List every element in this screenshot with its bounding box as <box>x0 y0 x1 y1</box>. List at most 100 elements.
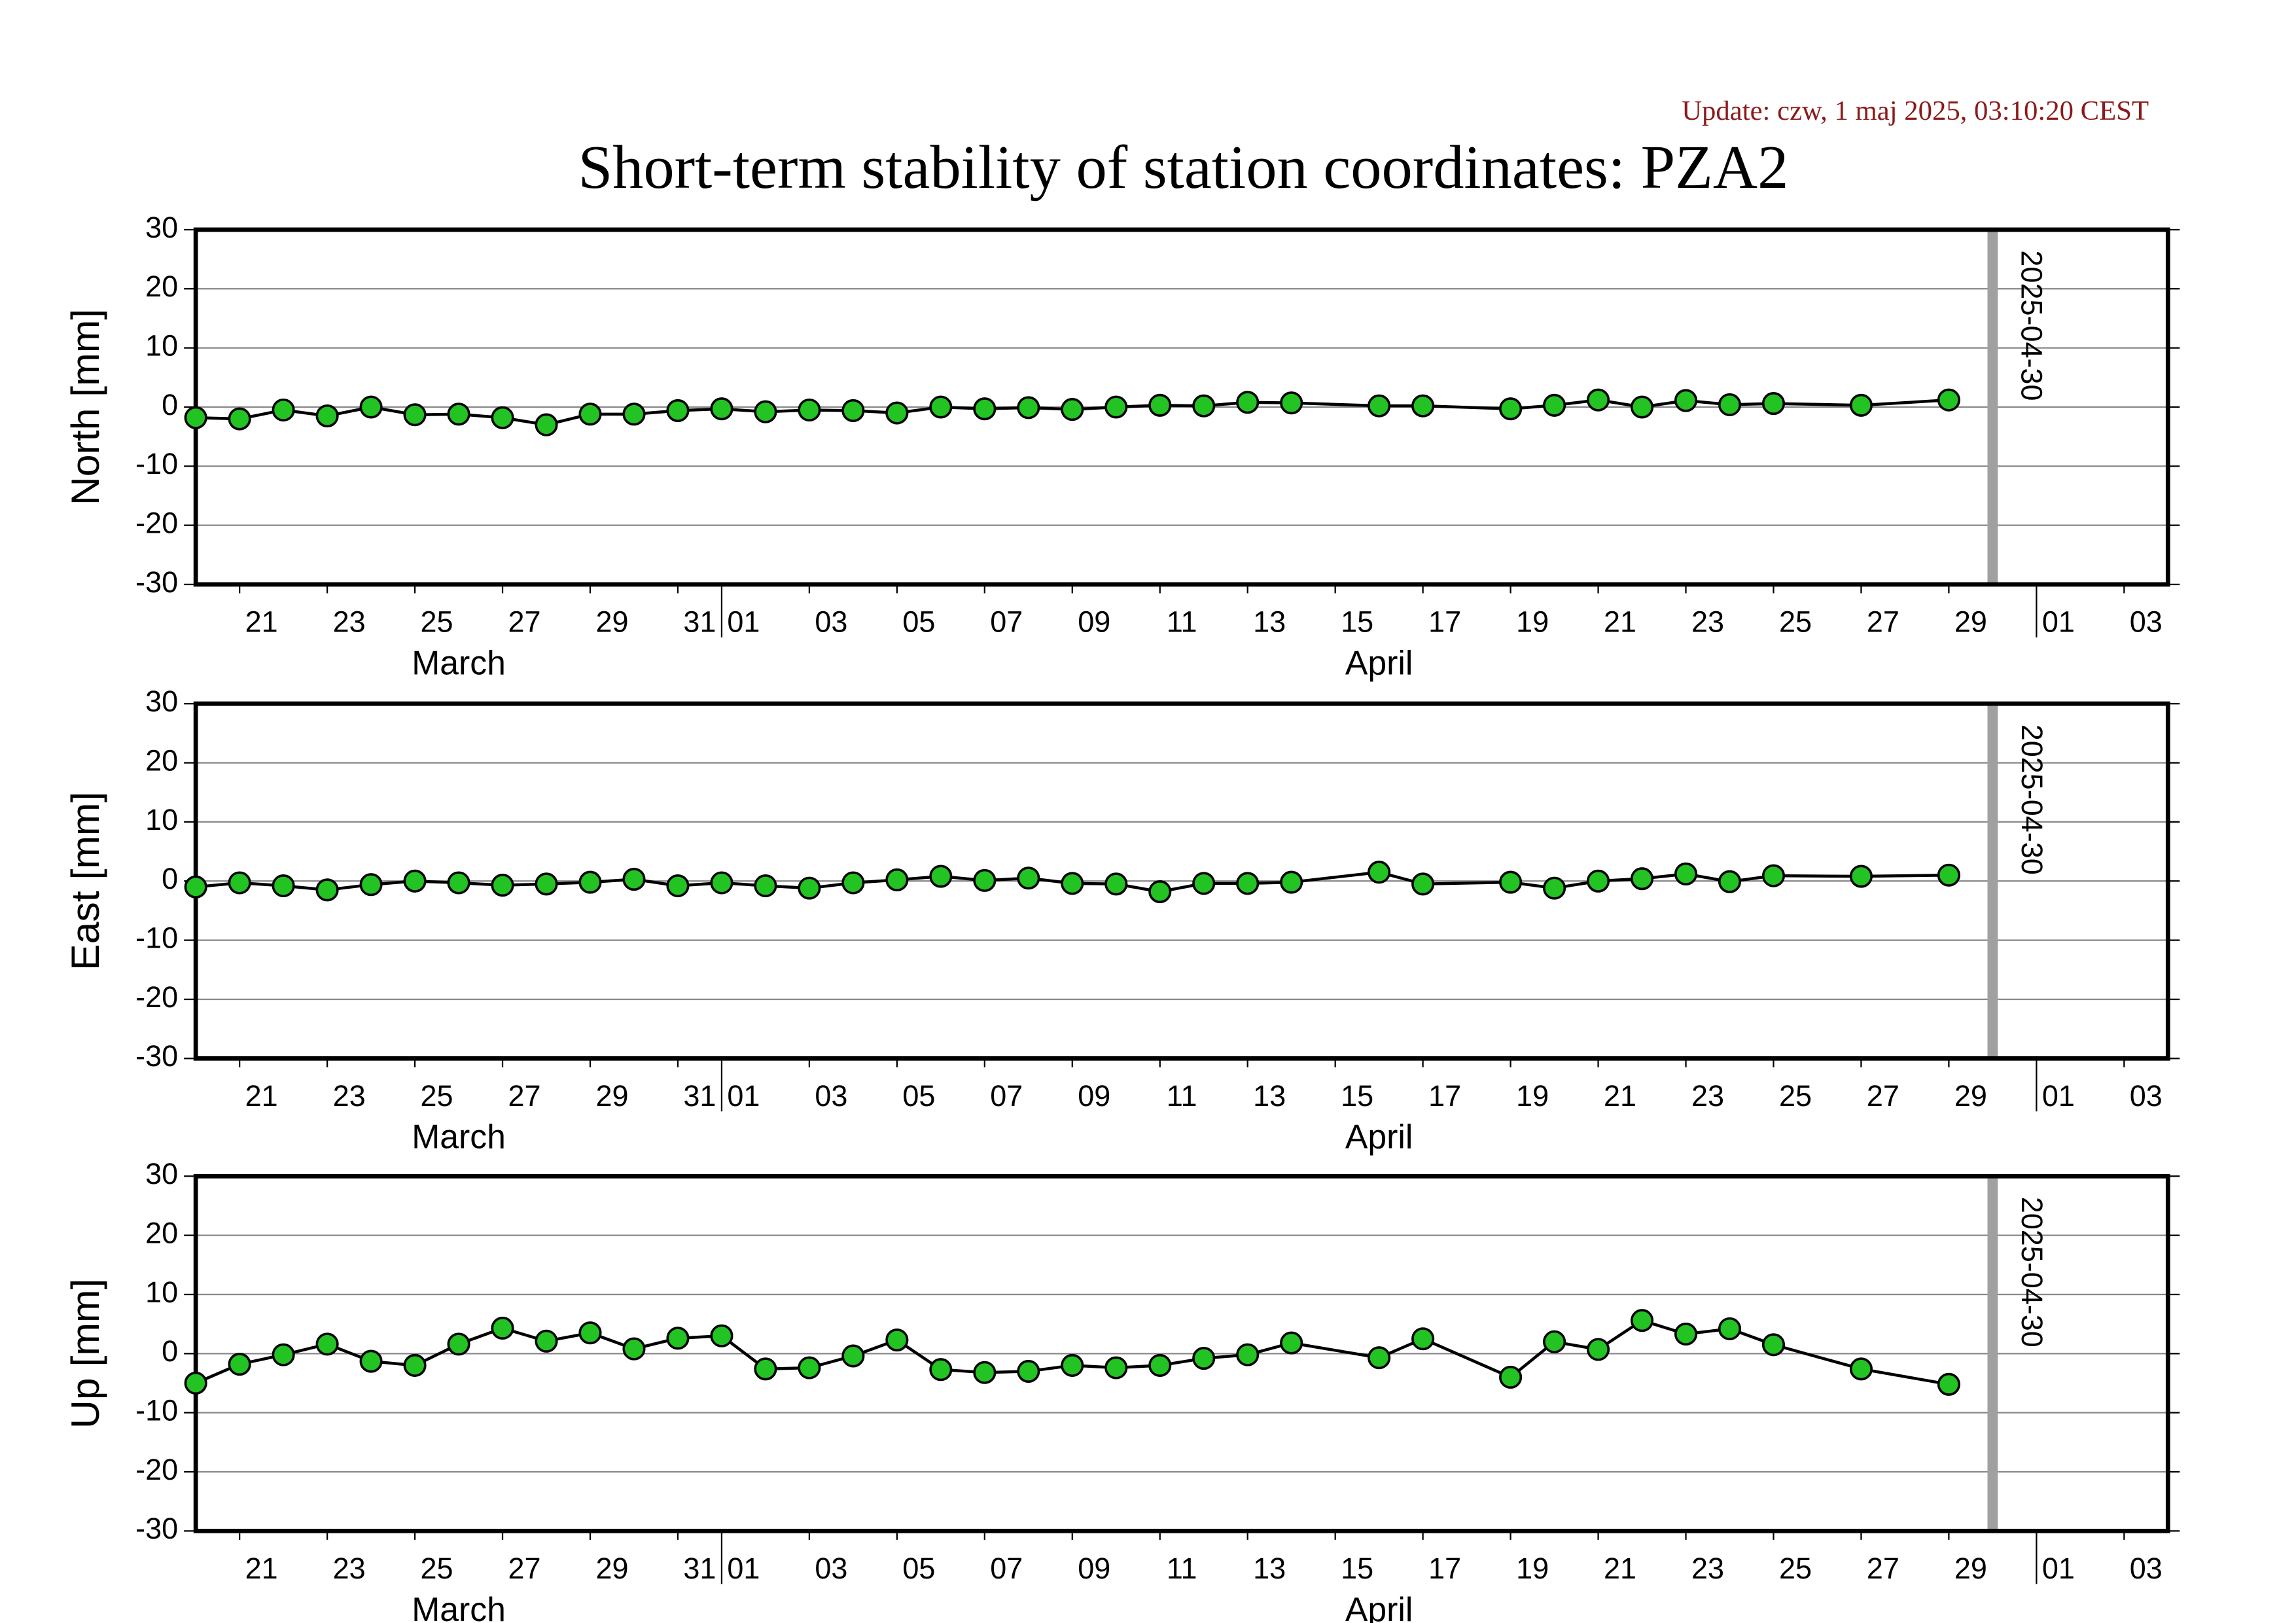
x-tick-label: 23 <box>1691 605 1724 639</box>
y-tick-label: 20 <box>145 1217 178 1250</box>
y-tick-label: 10 <box>145 803 178 836</box>
y-tick-label: -30 <box>135 565 178 599</box>
data-point <box>1674 862 1698 885</box>
x-tick-label: 15 <box>1341 605 1373 639</box>
x-tick-label: 27 <box>1867 1552 1899 1585</box>
data-point <box>1411 872 1435 896</box>
data-point <box>1587 388 1610 412</box>
x-tick-label: 21 <box>1604 1552 1636 1585</box>
plot-frame <box>193 1173 2170 1533</box>
data-point <box>359 395 383 419</box>
data-point <box>491 1316 514 1340</box>
y-tick-label: 0 <box>162 388 178 421</box>
data-point <box>1148 393 1172 417</box>
date-marker-label: 2025-04-30 <box>2015 250 2049 401</box>
x-tick-label: 03 <box>2130 605 2163 639</box>
data-point <box>666 874 690 898</box>
data-point <box>1236 391 1260 414</box>
x-tick-label: 17 <box>1428 1079 1461 1113</box>
data-point <box>841 1344 865 1368</box>
x-tick-label: 23 <box>333 605 366 639</box>
data-point <box>841 399 865 422</box>
x-tick-label: 05 <box>902 1079 935 1113</box>
data-point <box>841 871 865 895</box>
x-tick-label: 29 <box>1954 605 1987 639</box>
data-point <box>1104 395 1128 419</box>
x-tick-label: 05 <box>902 1552 935 1585</box>
y-tick-label: 0 <box>162 862 178 895</box>
data-point <box>1280 870 1303 894</box>
data-point <box>491 874 514 897</box>
data-point <box>272 874 295 898</box>
data-point <box>1543 876 1566 900</box>
x-tick-label: 27 <box>1867 605 1899 639</box>
x-tick-label: 13 <box>1253 1552 1286 1585</box>
x-tick-label: 25 <box>421 1552 453 1585</box>
x-tick-label: 29 <box>1954 1552 1987 1585</box>
data-point <box>885 401 909 425</box>
data-point <box>1849 865 1873 888</box>
data-point <box>1148 1353 1172 1377</box>
data-point <box>1587 869 1610 893</box>
data-point <box>622 402 646 426</box>
x-tick-label: 31 <box>683 1552 716 1585</box>
x-tick-label: 01 <box>727 1552 760 1585</box>
data-point <box>710 397 733 421</box>
data-point <box>754 874 777 898</box>
x-tick-label: 27 <box>1867 1079 1899 1113</box>
x-tick-label: 27 <box>508 605 541 639</box>
y-tick-label: -20 <box>135 1453 178 1486</box>
y-tick-label: 10 <box>145 329 178 363</box>
data-point <box>1280 1331 1303 1355</box>
y-tick-label: 20 <box>145 743 178 777</box>
x-tick-label: 11 <box>1167 605 1197 639</box>
data-point <box>1718 1317 1742 1340</box>
data-point <box>403 869 427 893</box>
data-point <box>535 872 558 896</box>
y-tick-label: -10 <box>135 447 178 480</box>
x-tick-label: 09 <box>1078 605 1110 639</box>
x-tick-label: 09 <box>1078 1552 1110 1585</box>
data-point <box>184 875 207 899</box>
data-point <box>1104 872 1128 896</box>
x-tick-label: 23 <box>333 1079 366 1113</box>
x-tick-label: 27 <box>508 1079 541 1113</box>
data-point <box>1411 1327 1435 1351</box>
data-point <box>929 865 953 888</box>
data-point <box>1761 1333 1786 1357</box>
x-tick-label: 13 <box>1253 605 1286 639</box>
x-tick-label: 11 <box>1167 1079 1197 1113</box>
data-point <box>1543 1330 1566 1353</box>
data-point <box>1761 392 1786 416</box>
x-tick-label: 19 <box>1516 1079 1549 1113</box>
x-tick-label: 11 <box>1167 1552 1197 1585</box>
data-point <box>535 1329 558 1353</box>
chart-title: Short-term stability of station coordina… <box>578 134 1789 202</box>
data-point <box>315 1332 339 1356</box>
data-point <box>710 871 733 895</box>
x-tick-label: 25 <box>1779 1079 1812 1113</box>
y-tick-label: 10 <box>145 1275 178 1309</box>
x-tick-label: 21 <box>1604 1079 1636 1113</box>
data-point <box>885 868 909 892</box>
data-point <box>1061 398 1084 421</box>
date-marker-label: 2025-04-30 <box>2015 724 2049 875</box>
data-point <box>1630 395 1654 419</box>
data-point <box>1630 1309 1654 1332</box>
data-point <box>578 1321 602 1345</box>
data-point <box>1499 870 1523 894</box>
x-tick-label: 21 <box>1604 605 1636 639</box>
data-point <box>578 870 602 894</box>
x-tick-label: 27 <box>508 1552 541 1585</box>
x-tick-label: 21 <box>245 1552 278 1585</box>
data-point <box>1937 863 1960 887</box>
x-tick-label: 03 <box>815 1079 847 1113</box>
x-tick-label: 03 <box>2130 1552 2163 1585</box>
data-point <box>973 1361 997 1384</box>
data-point <box>1192 1347 1216 1370</box>
x-tick-label: 17 <box>1428 1552 1461 1585</box>
data-point <box>403 403 427 427</box>
x-tick-label: 25 <box>421 1079 453 1113</box>
